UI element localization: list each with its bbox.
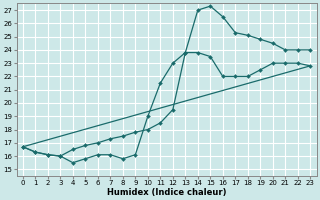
X-axis label: Humidex (Indice chaleur): Humidex (Indice chaleur)	[107, 188, 226, 197]
